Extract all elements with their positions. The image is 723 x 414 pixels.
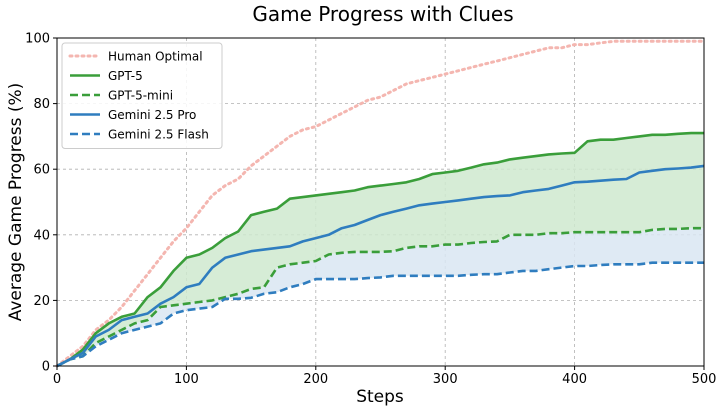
y-tick-label: 80 xyxy=(33,97,50,112)
legend-label-human-optimal: Human Optimal xyxy=(108,50,203,64)
series-line-gpt-5 xyxy=(56,131,704,368)
legend-box xyxy=(61,42,223,149)
y-tick-label: 60 xyxy=(33,163,50,178)
y-tick-label: 20 xyxy=(33,294,50,309)
x-tick-label: 300 xyxy=(433,372,458,387)
series-line-gpt-5-mini xyxy=(56,226,704,368)
y-axis-label: Average Game Progress (%) xyxy=(6,83,26,322)
series-line-gemini-2-5-flash xyxy=(56,261,704,368)
legend: Human Optimal GPT-5 GPT-5-mini Gemini 2.5 P… xyxy=(61,42,223,149)
legend-label-gpt-5: GPT-5 xyxy=(108,69,143,83)
x-tick-label: 200 xyxy=(303,372,328,387)
series-lines xyxy=(55,39,706,368)
x-tick-label: 500 xyxy=(692,372,717,387)
legend-label-gemini-2-5-pro: Gemini 2.5 Pro xyxy=(108,108,196,122)
series-line-gemini-2-5-pro xyxy=(56,164,705,368)
chart-title: Game Progress with Clues xyxy=(252,2,513,26)
fill-areas xyxy=(57,133,704,366)
ticks: 0 100 200 300 400 500 0 20 40 60 80 100 xyxy=(25,32,716,388)
x-axis-label: Steps xyxy=(356,387,404,407)
legend-label-gpt-5-mini: GPT-5-mini xyxy=(108,89,173,103)
y-tick-label: 0 xyxy=(42,360,50,375)
x-tick-label: 100 xyxy=(174,372,199,387)
legend-label-gemini-2-5-flash: Gemini 2.5 Flash xyxy=(108,128,209,142)
series-line-human-optimal xyxy=(55,39,706,368)
fill-gpt-5-mini-to-gemini-2-5-flash xyxy=(57,228,704,366)
y-tick-label: 40 xyxy=(33,228,50,243)
x-tick-label: 400 xyxy=(562,372,587,387)
x-tick-label: 0 xyxy=(53,372,61,387)
plot-frame xyxy=(56,37,705,367)
y-tick-label: 100 xyxy=(25,32,50,47)
fill-gpt-5-to-gpt-5-mini xyxy=(57,133,704,366)
